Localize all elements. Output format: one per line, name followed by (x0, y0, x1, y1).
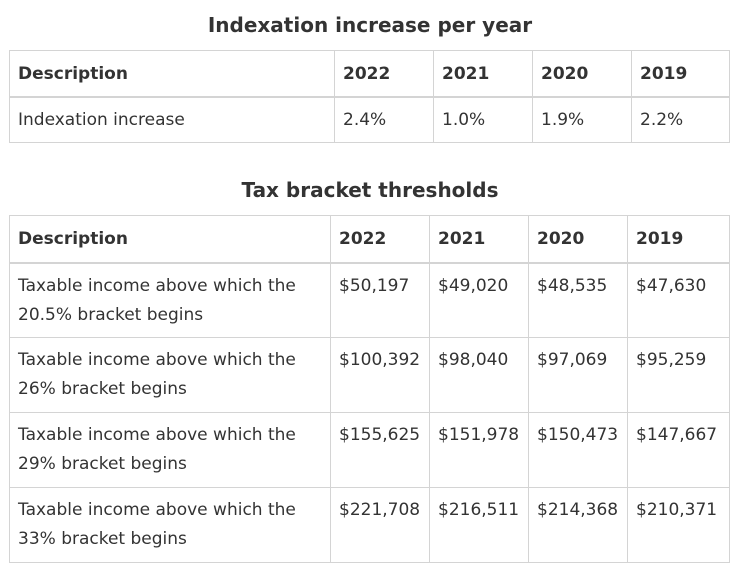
cell-2022: $155,625 (330, 412, 430, 488)
column-header-description: Description (9, 50, 335, 97)
cell-2020: $97,069 (528, 337, 628, 413)
table-row: Indexation increase 2.4% 1.0% 1.9% 2.2% (9, 96, 730, 143)
row-description: Taxable income above which the 26% brack… (9, 337, 331, 413)
indexation-table-caption: Indexation increase per year (207, 13, 533, 37)
column-header-2020: 2020 (528, 215, 628, 263)
cell-2019: $210,371 (627, 487, 730, 563)
cell-2022: 2.4% (334, 96, 434, 143)
row-description: Taxable income above which the 20.5% bra… (9, 262, 331, 338)
table-header-row: Description 2022 2021 2020 2019 (9, 215, 730, 263)
table-row: Taxable income above which the 26% brack… (9, 337, 730, 413)
brackets-table: Description 2022 2021 2020 2019 Taxable … (9, 215, 730, 563)
column-header-description: Description (9, 215, 331, 263)
row-description: Taxable income above which the 29% brack… (9, 412, 331, 488)
cell-2019: $147,667 (627, 412, 730, 488)
table-header-row: Description 2022 2021 2020 2019 (9, 50, 730, 97)
cell-2021: 1.0% (433, 96, 533, 143)
indexation-table: Description 2022 2021 2020 2019 Indexati… (9, 50, 730, 143)
row-description: Indexation increase (9, 96, 335, 143)
column-header-2022: 2022 (330, 215, 430, 263)
cell-2020: 1.9% (532, 96, 632, 143)
column-header-2021: 2021 (433, 50, 533, 97)
column-header-2019: 2019 (627, 215, 730, 263)
cell-2021: $151,978 (429, 412, 529, 488)
column-header-2020: 2020 (532, 50, 632, 97)
row-description: Taxable income above which the 33% brack… (9, 487, 331, 563)
cell-2021: $49,020 (429, 262, 529, 338)
cell-2019: $95,259 (627, 337, 730, 413)
table-row: Taxable income above which the 29% brack… (9, 412, 730, 488)
column-header-2022: 2022 (334, 50, 434, 97)
column-header-2021: 2021 (429, 215, 529, 263)
cell-2019: $47,630 (627, 262, 730, 338)
cell-2022: $100,392 (330, 337, 430, 413)
cell-2021: $98,040 (429, 337, 529, 413)
cell-2020: $214,368 (528, 487, 628, 563)
cell-2021: $216,511 (429, 487, 529, 563)
cell-2020: $150,473 (528, 412, 628, 488)
table-row: Taxable income above which the 33% brack… (9, 487, 730, 563)
cell-2022: $50,197 (330, 262, 430, 338)
cell-2019: 2.2% (631, 96, 730, 143)
column-header-2019: 2019 (631, 50, 730, 97)
table-row: Taxable income above which the 20.5% bra… (9, 262, 730, 338)
cell-2022: $221,708 (330, 487, 430, 563)
brackets-table-caption: Tax bracket thresholds (241, 178, 499, 202)
cell-2020: $48,535 (528, 262, 628, 338)
